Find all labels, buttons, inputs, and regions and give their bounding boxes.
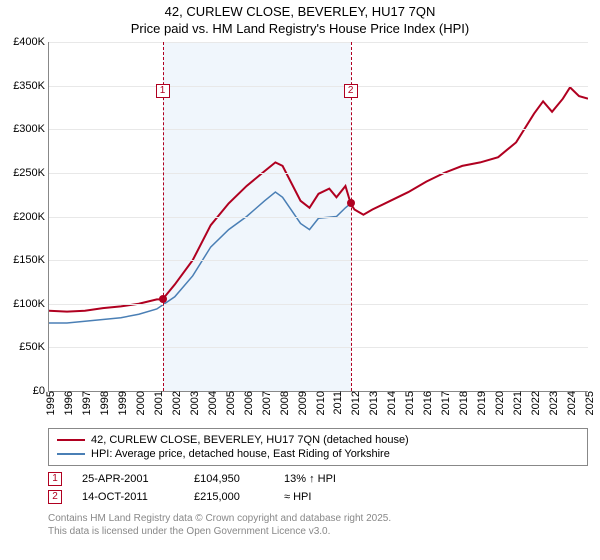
- series-line: [49, 87, 588, 311]
- x-axis-label: 2006: [243, 391, 255, 415]
- gridline-h: [49, 173, 588, 174]
- y-axis-label: £400K: [13, 36, 49, 48]
- gridline-h: [49, 304, 588, 305]
- legend-swatch: [57, 439, 85, 441]
- footer: Contains HM Land Registry data © Crown c…: [48, 512, 588, 538]
- x-axis-label: 2012: [350, 391, 362, 415]
- x-axis-label: 2008: [279, 391, 291, 415]
- y-axis-label: £100K: [13, 298, 49, 310]
- x-axis-label: 1997: [81, 391, 93, 415]
- sale-date: 25-APR-2001: [82, 473, 174, 485]
- chart-subtitle: Price paid vs. HM Land Registry's House …: [0, 21, 600, 42]
- x-axis-label: 2020: [494, 391, 506, 415]
- y-axis-label: £200K: [13, 211, 49, 223]
- chart-title: 42, CURLEW CLOSE, BEVERLEY, HU17 7QN: [0, 0, 600, 21]
- footer-line2: This data is licensed under the Open Gov…: [48, 525, 588, 538]
- x-axis-label: 2011: [332, 391, 344, 415]
- x-axis-label: 2005: [225, 391, 237, 415]
- x-axis-label: 1996: [63, 391, 75, 415]
- y-axis-label: £50K: [19, 341, 49, 353]
- chart-area: £0£50K£100K£150K£200K£250K£300K£350K£400…: [48, 42, 588, 422]
- x-axis-label: 2009: [297, 391, 309, 415]
- y-axis-label: £150K: [13, 254, 49, 266]
- sale-row: 2 14-OCT-2011 £215,000 ≈ HPI: [48, 488, 588, 506]
- legend-label: HPI: Average price, detached house, East…: [91, 448, 390, 460]
- sale-price: £104,950: [194, 473, 264, 485]
- x-axis-label: 2013: [368, 391, 380, 415]
- gridline-h: [49, 260, 588, 261]
- y-axis-label: £350K: [13, 80, 49, 92]
- gridline-h: [49, 217, 588, 218]
- x-axis-label: 2010: [315, 391, 327, 415]
- x-axis-label: 2004: [207, 391, 219, 415]
- sale-marker: 1: [48, 472, 62, 486]
- x-axis-label: 2001: [153, 391, 165, 415]
- footer-line1: Contains HM Land Registry data © Crown c…: [48, 512, 588, 525]
- sale-marker-label: 1: [156, 84, 170, 98]
- y-axis-label: £250K: [13, 167, 49, 179]
- plot: £0£50K£100K£150K£200K£250K£300K£350K£400…: [48, 42, 588, 392]
- x-axis-label: 2015: [404, 391, 416, 415]
- gridline-h: [49, 42, 588, 43]
- x-axis-label: 1999: [117, 391, 129, 415]
- x-axis-label: 2003: [189, 391, 201, 415]
- x-axis-label: 2000: [135, 391, 147, 415]
- x-axis-label: 2014: [386, 391, 398, 415]
- x-axis-label: 2022: [530, 391, 542, 415]
- gridline-h: [49, 347, 588, 348]
- sale-dot: [159, 295, 167, 303]
- x-axis-label: 2023: [548, 391, 560, 415]
- x-axis-label: 2016: [422, 391, 434, 415]
- gridline-h: [49, 86, 588, 87]
- legend: 42, CURLEW CLOSE, BEVERLEY, HU17 7QN (de…: [48, 428, 588, 466]
- x-axis-label: 2024: [566, 391, 578, 415]
- legend-row: HPI: Average price, detached house, East…: [57, 447, 579, 461]
- x-axis-label: 1998: [99, 391, 111, 415]
- legend-row: 42, CURLEW CLOSE, BEVERLEY, HU17 7QN (de…: [57, 433, 579, 447]
- chart-container: 42, CURLEW CLOSE, BEVERLEY, HU17 7QN Pri…: [0, 0, 600, 560]
- x-axis-label: 2007: [261, 391, 273, 415]
- sale-row: 1 25-APR-2001 £104,950 13% ↑ HPI: [48, 470, 588, 488]
- sale-note: ≈ HPI: [284, 491, 311, 503]
- sale-marker-label: 2: [344, 84, 358, 98]
- x-axis-label: 2018: [458, 391, 470, 415]
- sale-marker: 2: [48, 490, 62, 504]
- x-axis-label: 2025: [584, 391, 596, 415]
- x-axis-label: 2002: [171, 391, 183, 415]
- sales-list: 1 25-APR-2001 £104,950 13% ↑ HPI 2 14-OCT-201…: [48, 470, 588, 506]
- x-axis-label: 1995: [45, 391, 57, 415]
- sale-date: 14-OCT-2011: [82, 491, 174, 503]
- y-axis-label: £300K: [13, 123, 49, 135]
- x-axis-label: 2019: [476, 391, 488, 415]
- legend-label: 42, CURLEW CLOSE, BEVERLEY, HU17 7QN (de…: [91, 434, 409, 446]
- sale-note: 13% ↑ HPI: [284, 473, 336, 485]
- legend-swatch: [57, 453, 85, 455]
- gridline-h: [49, 129, 588, 130]
- sale-dot: [347, 199, 355, 207]
- x-axis-label: 2017: [440, 391, 452, 415]
- sale-price: £215,000: [194, 491, 264, 503]
- x-axis-label: 2021: [512, 391, 524, 415]
